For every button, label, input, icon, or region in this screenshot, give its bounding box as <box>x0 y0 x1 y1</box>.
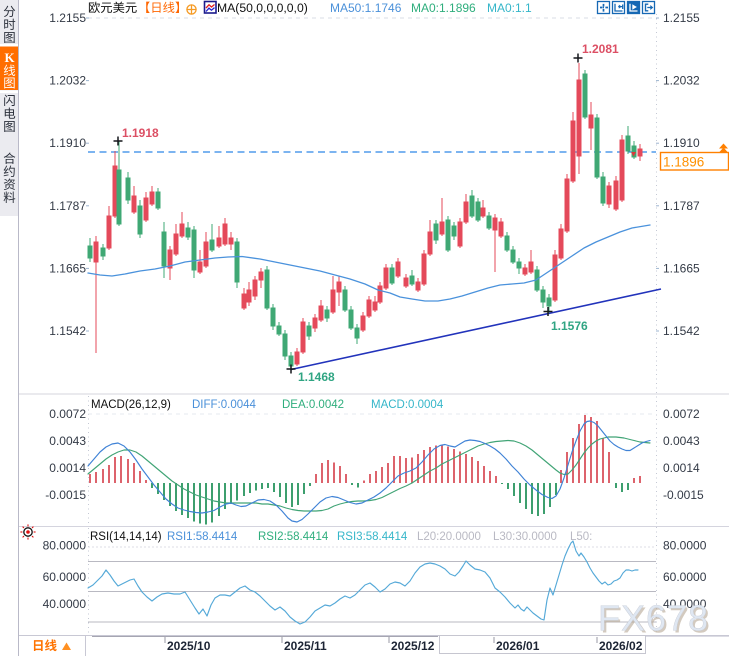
svg-text:MACD(26,12,9): MACD(26,12,9) <box>91 399 171 411</box>
svg-text:1.2032: 1.2032 <box>663 74 700 88</box>
svg-text:1.1468: 1.1468 <box>298 370 335 384</box>
svg-text:MA50:1.1746: MA50:1.1746 <box>330 1 402 15</box>
svg-text:60.0000: 60.0000 <box>43 570 87 584</box>
svg-text:1.1910: 1.1910 <box>663 136 700 150</box>
svg-text:1.1665: 1.1665 <box>49 261 86 275</box>
svg-text:2025/12: 2025/12 <box>391 639 435 653</box>
svg-text:1.2155: 1.2155 <box>663 11 700 25</box>
svg-text:0.0043: 0.0043 <box>49 434 86 448</box>
svg-text:80.0000: 80.0000 <box>663 539 707 553</box>
svg-text:1.1896: 1.1896 <box>663 155 704 170</box>
svg-text:RSI3:58.4414: RSI3:58.4414 <box>337 531 408 543</box>
svg-text:K: K <box>4 50 15 65</box>
svg-text:1.2032: 1.2032 <box>49 74 86 88</box>
svg-text:1.1918: 1.1918 <box>122 126 159 140</box>
svg-text:1.1665: 1.1665 <box>663 261 700 275</box>
svg-text:L50:: L50: <box>570 531 592 543</box>
svg-text:0.0014: 0.0014 <box>663 461 700 475</box>
svg-text:0.0043: 0.0043 <box>663 434 700 448</box>
svg-text:1.2155: 1.2155 <box>49 11 86 25</box>
svg-text:RSI(14,14,14): RSI(14,14,14) <box>90 531 162 543</box>
svg-text:L20:20.0000: L20:20.0000 <box>417 531 481 543</box>
svg-text:2025/11: 2025/11 <box>284 639 327 653</box>
svg-text:1.1576: 1.1576 <box>551 319 588 333</box>
svg-text:MACD:0.0004: MACD:0.0004 <box>371 399 444 411</box>
svg-text:-0.0015: -0.0015 <box>45 488 86 502</box>
svg-text:2026/01: 2026/01 <box>496 639 540 653</box>
svg-text:MA(50,0,0,0,0,0): MA(50,0,0,0,0,0) <box>217 1 308 15</box>
svg-text:MA0:1.1896: MA0:1.1896 <box>411 1 476 15</box>
svg-text:1.1542: 1.1542 <box>663 324 700 338</box>
svg-text:2025/10: 2025/10 <box>167 639 211 653</box>
svg-text:1.1787: 1.1787 <box>49 199 86 213</box>
svg-text:1.2081: 1.2081 <box>582 42 619 56</box>
svg-text:1.1910: 1.1910 <box>49 136 86 150</box>
svg-text:DEA:0.0042: DEA:0.0042 <box>282 399 344 411</box>
svg-text:RSI2:58.4414: RSI2:58.4414 <box>258 531 329 543</box>
svg-text:1.1787: 1.1787 <box>663 199 700 213</box>
svg-text:1.1542: 1.1542 <box>49 324 86 338</box>
svg-text:0.0072: 0.0072 <box>49 407 86 421</box>
svg-text:L30:30.0000: L30:30.0000 <box>493 531 557 543</box>
svg-text:40.0000: 40.0000 <box>43 597 87 611</box>
svg-text:2026/02: 2026/02 <box>599 639 643 653</box>
svg-text:0.0072: 0.0072 <box>663 407 700 421</box>
svg-text:60.0000: 60.0000 <box>663 570 707 584</box>
svg-text:40.0000: 40.0000 <box>663 597 707 611</box>
svg-text:80.0000: 80.0000 <box>43 539 87 553</box>
svg-text:FX678: FX678 <box>600 600 711 641</box>
svg-text:FX678: FX678 <box>598 598 709 639</box>
svg-text:-0.0015: -0.0015 <box>663 488 704 502</box>
svg-text:DIFF:0.0044: DIFF:0.0044 <box>192 399 257 411</box>
svg-text:0.0014: 0.0014 <box>49 461 86 475</box>
svg-text:MA0:1.1: MA0:1.1 <box>487 1 532 15</box>
svg-text:RSI1:58.4414: RSI1:58.4414 <box>167 531 238 543</box>
